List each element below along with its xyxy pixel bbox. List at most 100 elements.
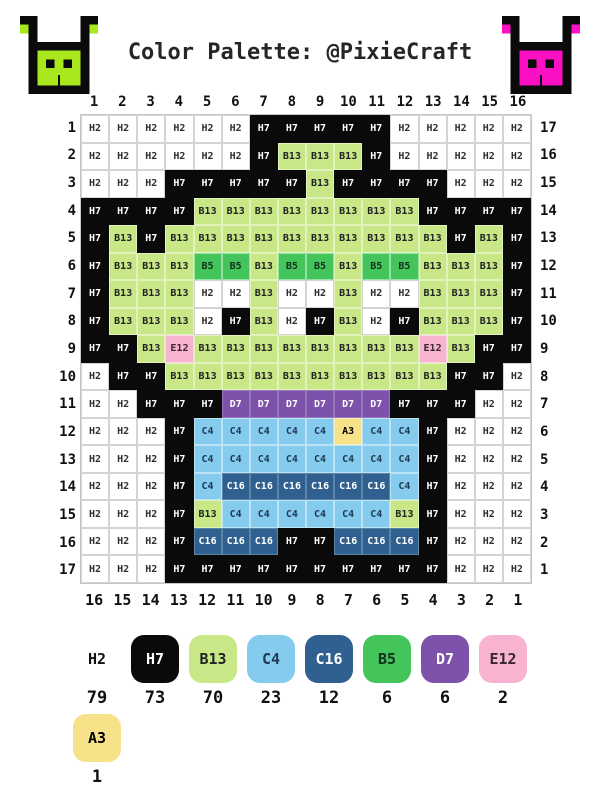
grid-cell: H7 [137, 390, 166, 418]
grid-cell: H7 [81, 280, 110, 308]
row-number-right: 11 [540, 285, 557, 302]
grid-cell: C16 [277, 472, 306, 501]
grid-cell: H7 [418, 527, 447, 556]
grid-cell: H2 [446, 472, 475, 501]
row-numbers-left: 1 2 3 4 5 6 7 8 9 10 11 12 13 14 15 16 17 [42, 114, 76, 584]
grid-cell: C4 [334, 445, 363, 473]
legend-item: B13 70 [189, 635, 237, 708]
column-number-bottom: 10 [254, 591, 273, 609]
column-number-top: 16 [509, 94, 527, 110]
row-number-right: 1 [540, 562, 549, 579]
grid-cell: C4 [221, 500, 250, 528]
grid-cell: B13 [334, 225, 363, 253]
grid-cell: H7 [249, 115, 278, 143]
grid-cell: H2 [502, 115, 531, 143]
legend-swatch: H2 [73, 635, 121, 683]
grid-cell: D7 [221, 390, 250, 418]
column-number-top: 14 [452, 94, 470, 110]
legend-item: C16 12 [305, 635, 353, 708]
grid-cell: A3 [334, 417, 363, 446]
row-number-right: 4 [540, 479, 549, 496]
grid-cell: B13 [334, 362, 363, 391]
legend-item: E12 2 [479, 635, 527, 708]
grid-cell: H7 [306, 115, 335, 143]
grid-cell: H7 [165, 500, 194, 528]
row-number-left: 12 [59, 423, 76, 440]
grid-cell: B13 [446, 335, 475, 363]
grid-cell: H2 [277, 280, 306, 308]
grid-cell: C4 [390, 417, 419, 446]
grid-cell: C4 [277, 445, 306, 473]
grid-cell: C4 [277, 417, 306, 446]
grid-cell: C16 [221, 527, 250, 556]
grid-cell: H7 [446, 197, 475, 226]
grid-cell: H2 [502, 527, 531, 556]
row-number-right: 14 [540, 202, 557, 219]
grid-cell: H2 [502, 170, 531, 198]
grid-cell: H7 [277, 115, 306, 143]
legend-item: D7 6 [421, 635, 469, 708]
grid-cell: C4 [249, 500, 278, 528]
grid-cell: H7 [334, 555, 363, 583]
pink-monster-icon [502, 16, 580, 94]
grid-cell: H7 [502, 307, 531, 336]
grid-cell: H2 [502, 390, 531, 418]
grid-cell: H2 [81, 555, 110, 583]
grid-cell: H7 [249, 170, 278, 198]
grid-cell: C4 [193, 417, 222, 446]
legend-count: 12 [318, 688, 340, 708]
grid-cell: B13 [418, 252, 447, 281]
grid-cell: C4 [193, 472, 222, 501]
grid-cell: B13 [474, 307, 503, 336]
grid-cell: C4 [221, 417, 250, 446]
row-number-left: 16 [59, 534, 76, 551]
grid-cell: B13 [109, 280, 138, 308]
grid-cell: H2 [165, 142, 194, 171]
row-number-left: 6 [67, 258, 76, 275]
row-number-right: 9 [540, 340, 549, 357]
grid-cell: B13 [446, 307, 475, 336]
grid-cell: H7 [474, 335, 503, 363]
grid-cell: H7 [277, 170, 306, 198]
grid-cell: H2 [109, 390, 138, 418]
grid-cell: H7 [306, 555, 335, 583]
page-title: Color Palette: @PixieCraft [127, 40, 473, 65]
column-number-top: 5 [202, 94, 212, 110]
row-number-left: 4 [67, 202, 76, 219]
row-number-right: 12 [540, 258, 557, 275]
grid-cell: H7 [502, 252, 531, 281]
grid-cell: C16 [249, 472, 278, 501]
grid-cell: B13 [109, 252, 138, 281]
grid-cell: B13 [137, 280, 166, 308]
column-number-bottom: 6 [372, 591, 382, 609]
legend-count: 1 [91, 767, 103, 787]
column-number-top: 12 [396, 94, 414, 110]
grid-cell: H2 [137, 417, 166, 446]
column-number-bottom: 5 [400, 591, 410, 609]
row-number-right: 17 [540, 119, 557, 136]
grid-cell: H7 [193, 555, 222, 583]
grid-cell: B13 [165, 225, 194, 253]
grid-cell: B13 [306, 197, 335, 226]
grid-cell: B13 [390, 197, 419, 226]
row-number-right: 8 [540, 368, 549, 385]
grid-cell: B13 [362, 197, 391, 226]
grid-cell: H7 [362, 170, 391, 198]
grid-cell: H2 [193, 307, 222, 336]
grid-cell: H2 [502, 445, 531, 473]
grid-cell: H7 [418, 170, 447, 198]
legend-item: B5 6 [363, 635, 411, 708]
grid-cell: D7 [362, 390, 391, 418]
column-number-bottom: 16 [85, 591, 104, 609]
row-number-left: 13 [59, 451, 76, 468]
grid-cell: H7 [221, 170, 250, 198]
grid-cell: H7 [474, 362, 503, 391]
legend-count: 23 [260, 688, 282, 708]
column-number-bottom: 4 [428, 591, 438, 609]
grid-cell: H2 [81, 170, 110, 198]
grid-cell: B13 [193, 335, 222, 363]
row-number-left: 3 [67, 175, 76, 192]
grid-cell: H2 [502, 555, 531, 583]
grid-cell: H2 [418, 115, 447, 143]
